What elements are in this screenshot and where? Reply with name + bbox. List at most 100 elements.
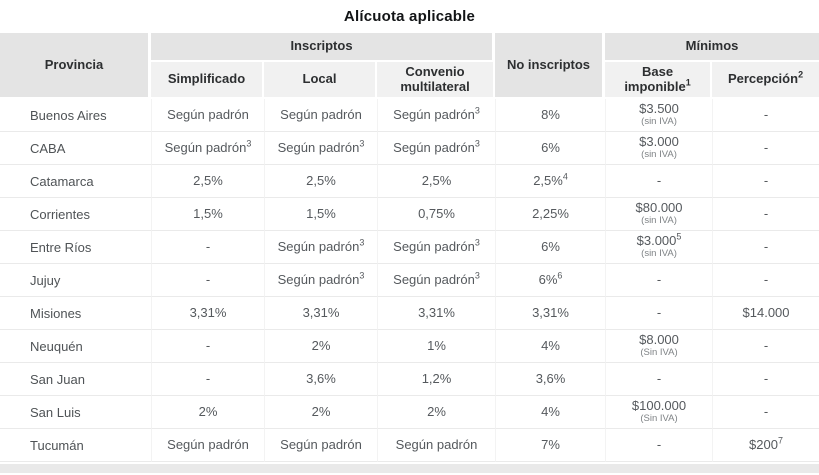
- cell-value: 1,2%: [421, 370, 452, 386]
- table-cell: 2%: [151, 396, 264, 429]
- cell-value: -: [205, 337, 211, 353]
- cell-note: (sin IVA): [641, 247, 677, 259]
- table-cell: 7%: [495, 429, 606, 462]
- cell-value: $14.000: [742, 304, 790, 320]
- cell-value: -: [205, 370, 211, 386]
- table-row: San Luis 2% 2% 2% 4% $100.000 (Sin IVA) -: [0, 396, 819, 429]
- cell-value: Según padrón: [280, 106, 362, 122]
- table-cell: 8%: [495, 99, 606, 132]
- cell-value: -: [763, 238, 769, 254]
- cell-value: -: [763, 172, 769, 188]
- cell-value: 1,5%: [193, 205, 223, 221]
- province-name: Buenos Aires: [0, 99, 151, 132]
- cell-value: $80.000: [635, 200, 683, 216]
- col-header-provincia: Provincia: [0, 33, 151, 99]
- table-header: Provincia Inscriptos No inscriptos Mínim…: [0, 33, 819, 99]
- table-cell: -: [605, 363, 713, 396]
- footnote-marker: 3: [359, 270, 365, 281]
- cell-value: 2%: [198, 403, 218, 419]
- col-header-convenio-multilateral: Convenio multilateral: [377, 62, 496, 99]
- table-cell: 3,6%: [264, 363, 377, 396]
- table-row: Tucumán Según padrón Según padrón Según pad…: [0, 429, 819, 462]
- footer-bar: [0, 464, 819, 473]
- col-header-label: Convenio multilateral: [400, 63, 470, 94]
- table-cell: -: [151, 363, 264, 396]
- table-row: Catamarca 2,5% 2,5% 2,5% 2,5%4 - -: [0, 165, 819, 198]
- footnote-marker: 6: [557, 270, 563, 281]
- table-cell: Según padrón3: [264, 132, 377, 165]
- table-cell: -: [712, 363, 819, 396]
- cell-value: -: [763, 337, 769, 353]
- table-cell: $100.000 (Sin IVA): [605, 396, 713, 429]
- title-bar: Alícuota aplicable: [0, 0, 819, 33]
- table-cell: 2%: [377, 396, 496, 429]
- cell-value: Según padrón3: [277, 270, 365, 287]
- table-cell: 2%: [264, 330, 377, 363]
- col-header-label: Local: [302, 71, 337, 87]
- col-header-label: Base imponible: [624, 63, 686, 94]
- cell-note: (Sin IVA): [640, 346, 678, 358]
- table-cell: 1%: [377, 330, 496, 363]
- table-body: Buenos Aires Según padrón Según padrón Segú…: [0, 99, 819, 462]
- table-cell: -: [712, 396, 819, 429]
- table-cell: $3.0005 (sin IVA): [605, 231, 713, 264]
- table-cell: 1,5%: [151, 198, 264, 231]
- table-cell: Según padrón3: [151, 132, 264, 165]
- cell-value: 3,31%: [532, 304, 569, 320]
- table-cell: 6%: [495, 132, 606, 165]
- table-cell: 2%: [264, 396, 377, 429]
- cell-value: $100.000: [631, 398, 687, 414]
- cell-value: 3,31%: [418, 304, 455, 320]
- table-cell: $3.500 (sin IVA): [605, 99, 713, 132]
- footnote-marker: 1: [685, 77, 691, 88]
- cell-value: $3.000: [639, 134, 679, 150]
- cell-value: $3.500: [639, 101, 679, 117]
- cell-note: (Sin IVA): [640, 412, 678, 424]
- province-name: Catamarca: [0, 165, 151, 198]
- table-cell: 3,31%: [264, 297, 377, 330]
- table-cell: -: [712, 132, 819, 165]
- cell-value: Según padrón3: [393, 138, 480, 155]
- table-cell: 3,31%: [377, 297, 496, 330]
- table-cell: Según padrón: [151, 429, 264, 462]
- table-cell: 6%6: [495, 264, 606, 297]
- table-cell: 2,5%: [151, 165, 264, 198]
- table-cell: 1,5%: [264, 198, 377, 231]
- province-name: Tucumán: [0, 429, 151, 462]
- col-header-no-inscriptos: No inscriptos: [495, 33, 606, 99]
- footnote-marker: 3: [474, 138, 480, 149]
- table-cell: -: [712, 231, 819, 264]
- col-group-inscriptos: Inscriptos: [151, 33, 496, 62]
- table-cell: Según padrón3: [377, 231, 496, 264]
- cell-value: 2%: [427, 403, 446, 419]
- cell-value: Según padrón: [167, 436, 249, 452]
- cell-value: Según padrón3: [164, 138, 252, 155]
- cell-value: -: [763, 370, 769, 386]
- table-cell: Según padrón: [377, 429, 496, 462]
- table-row: Corrientes 1,5% 1,5% 0,75% 2,25% $80.000 (sin …: [0, 198, 819, 231]
- cell-value: 0,75%: [418, 205, 455, 221]
- province-name: Jujuy: [0, 264, 151, 297]
- cell-value: -: [656, 172, 662, 188]
- cell-value: 2%: [311, 403, 331, 419]
- table-row: Misiones 3,31% 3,31% 3,31% 3,31% - $14.000: [0, 297, 819, 330]
- table-cell: -: [151, 264, 264, 297]
- cell-value: 2,25%: [532, 205, 569, 221]
- table-cell: Según padrón3: [377, 264, 496, 297]
- footnote-marker: 3: [359, 237, 365, 248]
- table-row: Jujuy - Según padrón3 Según padrón3 6%6 - -: [0, 264, 819, 297]
- table-cell: -: [712, 165, 819, 198]
- cell-value: 6%: [541, 238, 560, 254]
- table-cell: 4%: [495, 396, 606, 429]
- footnote-marker: 2: [798, 69, 804, 80]
- cell-value: -: [656, 271, 662, 287]
- table-cell: -: [605, 165, 713, 198]
- cell-value: 1,5%: [306, 205, 336, 221]
- cell-value: 2,5%: [421, 172, 452, 188]
- table-cell: -: [712, 264, 819, 297]
- cell-value: 3,31%: [302, 304, 340, 320]
- cell-value: $8.000: [639, 332, 679, 348]
- cell-value: $2007: [749, 435, 783, 452]
- province-name: Neuquén: [0, 330, 151, 363]
- province-name: San Juan: [0, 363, 151, 396]
